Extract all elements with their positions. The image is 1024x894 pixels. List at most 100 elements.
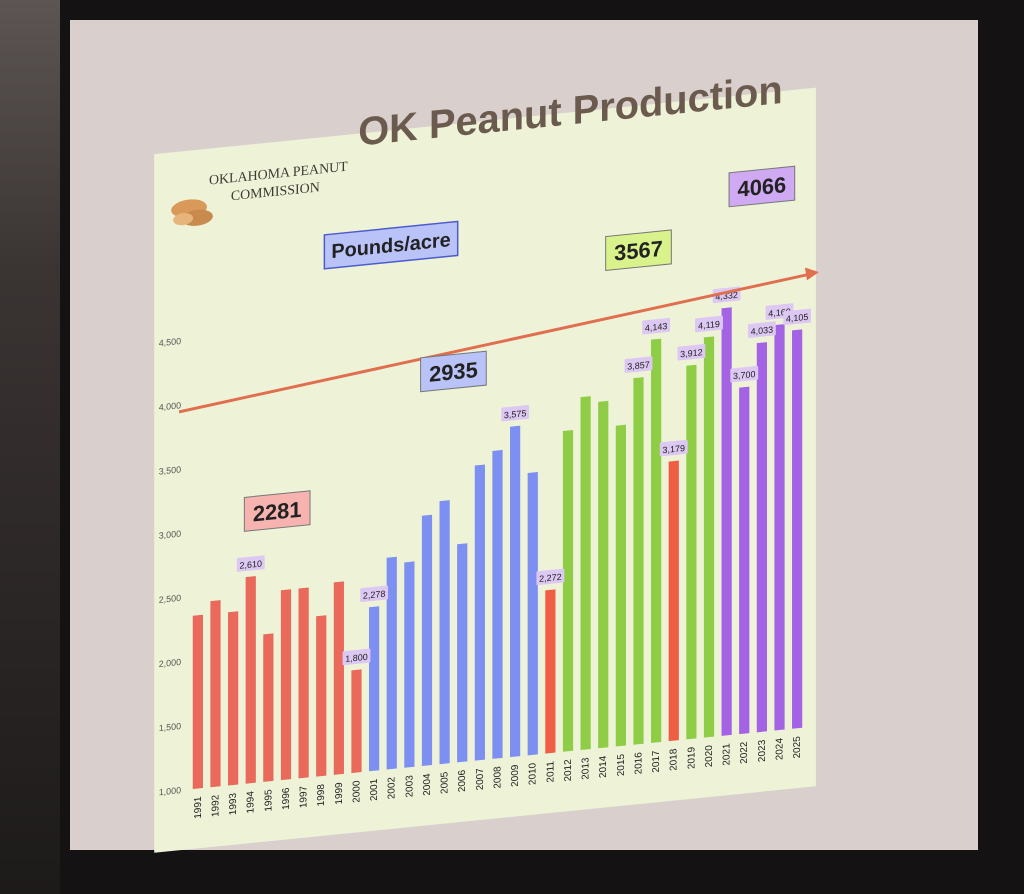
x-tick-label: 1992 (211, 794, 222, 818)
bar-2003 (404, 561, 415, 768)
period-average-box (605, 229, 672, 272)
period-average-1991-2000: 2281 (253, 497, 302, 527)
y-tick-label: 2,500 (159, 593, 181, 605)
x-tick-label: 2020 (704, 744, 715, 768)
bar-2012 (562, 429, 574, 752)
period-average-box (243, 490, 311, 532)
bar-1991 (192, 614, 203, 790)
x-tick-label: 2003 (404, 774, 415, 798)
y-tick-label: 4,500 (159, 336, 181, 348)
bar-2008 (492, 449, 503, 759)
peanut-logo (171, 199, 213, 226)
data-label-2009: 3,575 (504, 408, 526, 420)
bar-2010 (527, 472, 538, 756)
x-tick-label: 1991 (193, 795, 204, 819)
x-tick-label: 2000 (352, 779, 363, 803)
x-tick-label: 1994 (246, 790, 257, 814)
period-average-2001-2010: 2935 (429, 357, 478, 387)
bar-2025 (792, 329, 803, 729)
x-tick-label: 2009 (510, 764, 521, 788)
period-average-2021-2025: 4066 (738, 172, 787, 202)
plot-area: 1,000 1,500 2,000 2,500 3,000 3,500 4,000 4,500… (159, 165, 819, 819)
bar-2006 (457, 543, 468, 763)
data-label-2018: 3,179 (663, 443, 685, 455)
data-label-box (624, 356, 653, 373)
bar-2004 (421, 514, 433, 766)
bar-2023 (756, 342, 767, 733)
y-tick-label: 1,000 (159, 785, 181, 797)
trend-line (178, 272, 812, 414)
bar-2011 (545, 589, 556, 754)
bar-2007 (474, 464, 485, 761)
x-tick-label: 2016 (634, 751, 645, 775)
data-label-box (536, 568, 565, 586)
data-label-2017: 4,143 (645, 321, 667, 333)
period-average-box (420, 350, 487, 393)
x-tick-label: 1999 (334, 781, 345, 805)
x-tick-label: 2005 (440, 771, 451, 795)
period-average-2012-2020: 3567 (614, 236, 663, 266)
x-tick-label: 2006 (457, 769, 468, 793)
x-tick-label: 2008 (493, 765, 504, 789)
bar-1999 (333, 581, 344, 775)
bar-2020 (703, 336, 715, 738)
bar-1996 (280, 589, 292, 781)
x-tick-label: 2023 (757, 739, 768, 763)
x-tick-label: 2022 (739, 741, 750, 765)
x-tick-label: 2001 (369, 778, 380, 802)
bar-2014 (598, 400, 609, 749)
bar-1997 (298, 587, 309, 779)
x-tick-label: 2024 (775, 737, 786, 761)
bar-2001 (369, 606, 380, 772)
trend-arrowhead (804, 267, 819, 281)
x-tick-label: 2019 (686, 746, 697, 770)
data-label-box (342, 648, 371, 666)
bar-2019 (686, 364, 697, 740)
x-tick-label: 2002 (387, 776, 398, 800)
data-label-box (677, 343, 706, 361)
data-label-box (747, 321, 776, 338)
x-tick-label: 2017 (651, 749, 662, 773)
data-label-2025: 4,105 (786, 312, 808, 324)
x-tick-label: 1993 (228, 792, 239, 816)
data-label-box (642, 317, 671, 335)
x-tick-label: 2025 (792, 735, 803, 759)
y-tick-label: 4,000 (159, 400, 181, 412)
data-label-box (236, 555, 265, 572)
x-tick-label: 1997 (299, 785, 310, 809)
x-tick-label: 2021 (722, 742, 733, 766)
x-tick-label: 2014 (598, 755, 609, 779)
data-label-box (501, 404, 530, 422)
x-tick-label: 2015 (616, 753, 627, 777)
x-tick-label: 2012 (563, 758, 574, 782)
bar-2016 (633, 377, 644, 745)
x-tick-label: 2013 (581, 756, 592, 780)
data-label-box (659, 439, 688, 457)
x-tick-label: 1998 (316, 783, 327, 807)
x-tick-label: 1995 (263, 788, 274, 812)
period-average-box (728, 165, 796, 208)
bar-1995 (263, 633, 274, 782)
data-label-box (360, 585, 389, 603)
bar-1998 (316, 615, 327, 777)
bar-2005 (439, 500, 450, 765)
data-label-1994: 2,610 (240, 558, 262, 570)
data-label-box (695, 315, 723, 333)
bar-2013 (580, 396, 591, 751)
bar-1993 (228, 611, 239, 786)
metric-label-box (323, 220, 459, 270)
data-label-2020: 4,119 (698, 319, 720, 331)
x-tick-label: 2011 (545, 760, 556, 783)
y-tick-label: 2,000 (159, 657, 181, 669)
data-label-box (783, 308, 812, 326)
data-label-2001: 2,278 (363, 589, 385, 601)
data-label-2019: 3,912 (680, 347, 702, 359)
bar-2022 (739, 386, 750, 735)
x-tick-label: 2010 (528, 762, 539, 786)
bar-1992 (210, 600, 221, 788)
data-label-box (730, 365, 759, 383)
bar-2018 (668, 460, 679, 742)
x-tick-label: 1996 (281, 787, 292, 811)
data-label-2000: 1,800 (345, 652, 367, 664)
